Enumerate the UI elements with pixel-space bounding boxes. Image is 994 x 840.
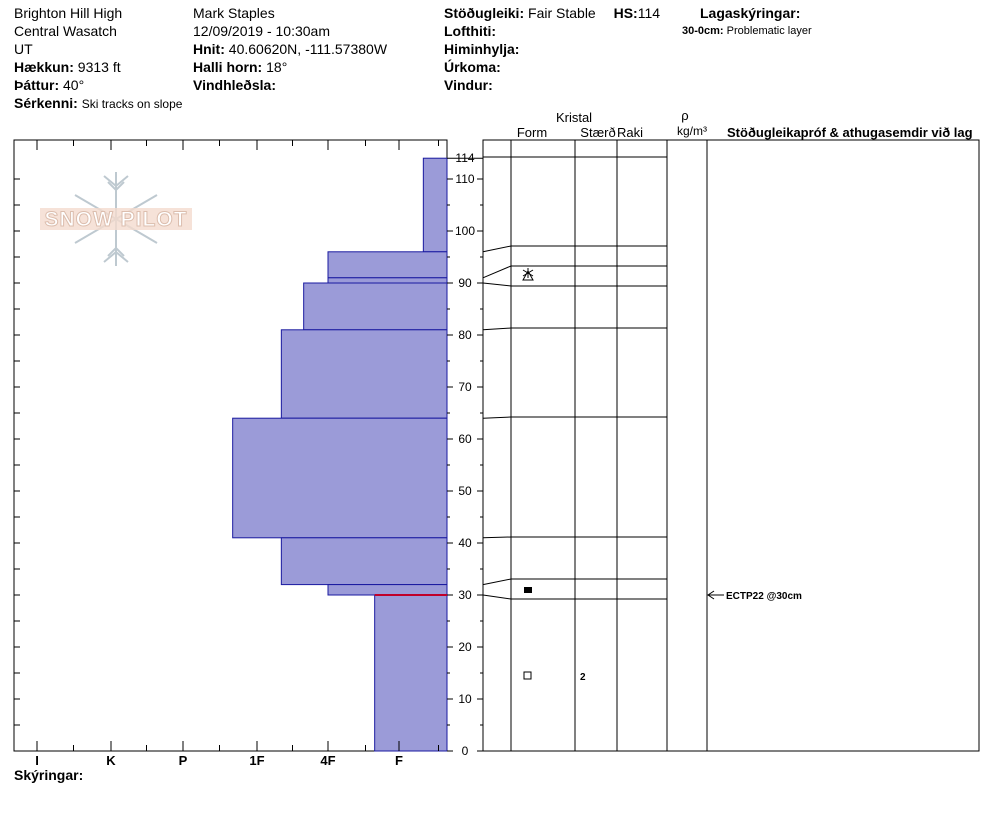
hardness-layers [232, 157, 448, 752]
location-state: UT [14, 41, 33, 57]
form-header: Form [517, 125, 547, 140]
hardness-label: I [35, 753, 39, 768]
hs-value: 114 [637, 5, 661, 21]
conditions-info: Stöðugleiki: Fair Stable HS:114 Lofthiti… [444, 4, 660, 94]
boundary-connector [482, 282, 512, 287]
hardness-layer-1 [327, 251, 448, 279]
layer-note-depth: 30-0cm: [682, 25, 724, 37]
density-symbol: ρ [681, 108, 688, 123]
boundary-connector [482, 265, 512, 279]
hardness-layer-4 [280, 329, 448, 419]
size-header: Stærð [580, 125, 615, 140]
precipitation: Úrkoma: [444, 59, 501, 75]
hardness-layer-2 [327, 277, 448, 284]
moisture-header: Raki [617, 125, 643, 140]
depth-label: 60 [458, 432, 472, 446]
observer-name: Mark Staples [193, 5, 275, 21]
hardness-layer-7 [327, 584, 448, 596]
boundary-connector [482, 416, 512, 419]
depth-label: 10 [458, 692, 472, 706]
tests-header: Stöðugleikapróf & athugasemdir við lag [727, 125, 973, 140]
hardness-label: P [178, 753, 188, 768]
observer-info: Mark Staples 12/09/2019 - 10:30am Hnit: … [193, 4, 387, 94]
hs-label: HS: [613, 5, 638, 21]
logo-text: SNOW PILOT [45, 208, 188, 231]
layer-notes: Lagaskýringar: [700, 4, 800, 22]
depth-label: 50 [458, 484, 472, 498]
wind: Vindur: [444, 77, 493, 93]
test-arrow-icon [707, 590, 724, 600]
density-unit: kg/m³ [677, 124, 707, 138]
hardness-layer-6 [280, 537, 448, 586]
depth-label: 70 [458, 380, 472, 394]
depth-label: 80 [458, 328, 472, 342]
boundary-connector [482, 245, 512, 253]
depth-label: 0 [462, 744, 469, 758]
depth-minor-ticks [14, 178, 20, 752]
facet-icon [524, 587, 532, 593]
stability-test-result: ECTP22 @30cm [726, 591, 802, 602]
hardness-layer-0 [422, 157, 448, 253]
notes: Skýringar: [14, 766, 83, 784]
depth-label: 20 [458, 640, 472, 654]
grain-size-value: 2 [580, 672, 586, 683]
layer-note-text: Problematic layer [726, 25, 812, 37]
hardness-layer-3 [303, 282, 448, 331]
layer-boundaries [482, 156, 667, 600]
air-temperature: Lofthiti: [444, 23, 497, 39]
stability: Stöðugleiki: Fair Stable HS:114 [444, 5, 661, 21]
coordinates: Hnit: 40.60620N, -111.57380W [193, 41, 388, 57]
location-range: Central Wasatch [14, 23, 117, 39]
hardness-layer-8 [374, 594, 448, 752]
sky-cover: Himinhylja: [444, 41, 520, 57]
hardness-layer-5 [232, 417, 448, 539]
wind-loading: Vindhleðsla: [193, 77, 276, 93]
depth-label: 100 [455, 224, 475, 238]
boundary-connector [482, 327, 512, 331]
boundary-connector [482, 536, 512, 539]
hardness-ticks [36, 140, 439, 751]
observation-datetime: 12/09/2019 - 10:30am [193, 23, 330, 39]
crystal-header: Kristal [556, 110, 592, 125]
hardness-label: 4F [320, 753, 336, 768]
features: Sérkenni: Ski tracks on slope [14, 95, 183, 111]
depth-label: 40 [458, 536, 472, 550]
notes-label: Skýringar: [14, 767, 84, 783]
layer-note-entry: 30-0cm: Problematic layer [682, 22, 812, 40]
aspect: Þáttur: 40° [14, 77, 85, 93]
location-info: Brighton Hill High Central Wasatch UT Hæ… [14, 4, 182, 113]
elevation: Hækkun: 9313 ft [14, 59, 121, 75]
boundary-connector [482, 578, 512, 586]
hardness-label: F [395, 753, 403, 768]
rounded-grain-icon [523, 671, 532, 680]
hardness-label: K [106, 753, 116, 768]
surface-hoar-icon [522, 268, 534, 281]
slope-angle: Halli horn: 18° [193, 59, 288, 75]
depth-label: 110 [455, 172, 474, 186]
location-name: Brighton Hill High [14, 5, 123, 21]
layer-table-frame [482, 139, 980, 752]
depth-label: 90 [458, 276, 472, 290]
boundary-connector [482, 594, 512, 600]
snowpilot-logo: SNOW PILOT [40, 172, 192, 266]
depth-label: 30 [458, 588, 472, 602]
hardness-label: 1F [249, 753, 265, 768]
layer-notes-title: Lagaskýringar: [700, 5, 801, 21]
